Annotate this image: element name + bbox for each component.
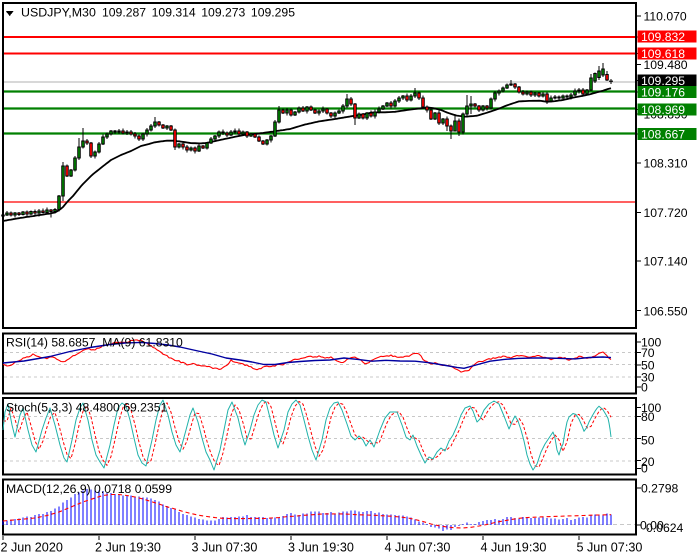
svg-text:30: 30: [641, 371, 655, 385]
svg-text:109.287 109.314 109.273 109.29: 109.287 109.314 109.273 109.295: [102, 5, 295, 19]
svg-text:106.550: 106.550: [644, 304, 688, 318]
svg-text:109.832: 109.832: [641, 30, 685, 44]
svg-text:80: 80: [641, 410, 655, 424]
svg-text:0: 0: [641, 381, 648, 395]
svg-text:4 Jun 19:30: 4 Jun 19:30: [481, 540, 547, 554]
svg-text:107.140: 107.140: [644, 255, 688, 269]
svg-text:100: 100: [641, 401, 662, 415]
svg-text:Stoch(5,3,3) 48.4800 69.2351: Stoch(5,3,3) 48.4800 69.2351: [6, 400, 167, 414]
svg-text:108.667: 108.667: [641, 127, 685, 141]
svg-text:0: 0: [641, 462, 648, 476]
svg-text:107.720: 107.720: [644, 206, 688, 220]
svg-text:RSI(14) 58.6857 MA(9) 61.8310: RSI(14) 58.6857 MA(9) 61.8310: [6, 336, 183, 350]
svg-text:0.00: 0.00: [640, 518, 664, 532]
svg-text:MACD(12,26,9) 0.0718 0.0599: MACD(12,26,9) 0.0718 0.0599: [6, 482, 172, 496]
svg-text:2 Jun 19:30: 2 Jun 19:30: [95, 540, 161, 554]
svg-text:110.070: 110.070: [644, 10, 687, 24]
svg-text:109.295: 109.295: [641, 74, 685, 88]
svg-text:70: 70: [641, 346, 655, 360]
svg-text:3 Jun 07:30: 3 Jun 07:30: [192, 540, 258, 554]
svg-text:109.618: 109.618: [641, 47, 685, 61]
svg-text:USDJPY,M30: USDJPY,M30: [21, 5, 96, 19]
svg-text:108.969: 108.969: [641, 103, 685, 117]
svg-text:0.2798: 0.2798: [641, 482, 678, 496]
svg-text:100: 100: [641, 336, 662, 350]
svg-text:20: 20: [641, 455, 655, 469]
svg-text:108.310: 108.310: [644, 156, 688, 170]
svg-text:109.176: 109.176: [641, 85, 685, 99]
svg-text:4 Jun 07:30: 4 Jun 07:30: [385, 540, 451, 554]
svg-text:5 Jun 07:30: 5 Jun 07:30: [577, 540, 643, 554]
svg-text:50: 50: [641, 359, 655, 373]
svg-text:109.480: 109.480: [644, 58, 688, 72]
svg-text:2 Jun 2020: 2 Jun 2020: [1, 540, 63, 554]
svg-text:3 Jun 19:30: 3 Jun 19:30: [288, 540, 354, 554]
svg-text:0.0624: 0.0624: [646, 521, 683, 535]
svg-text:50: 50: [641, 434, 655, 448]
